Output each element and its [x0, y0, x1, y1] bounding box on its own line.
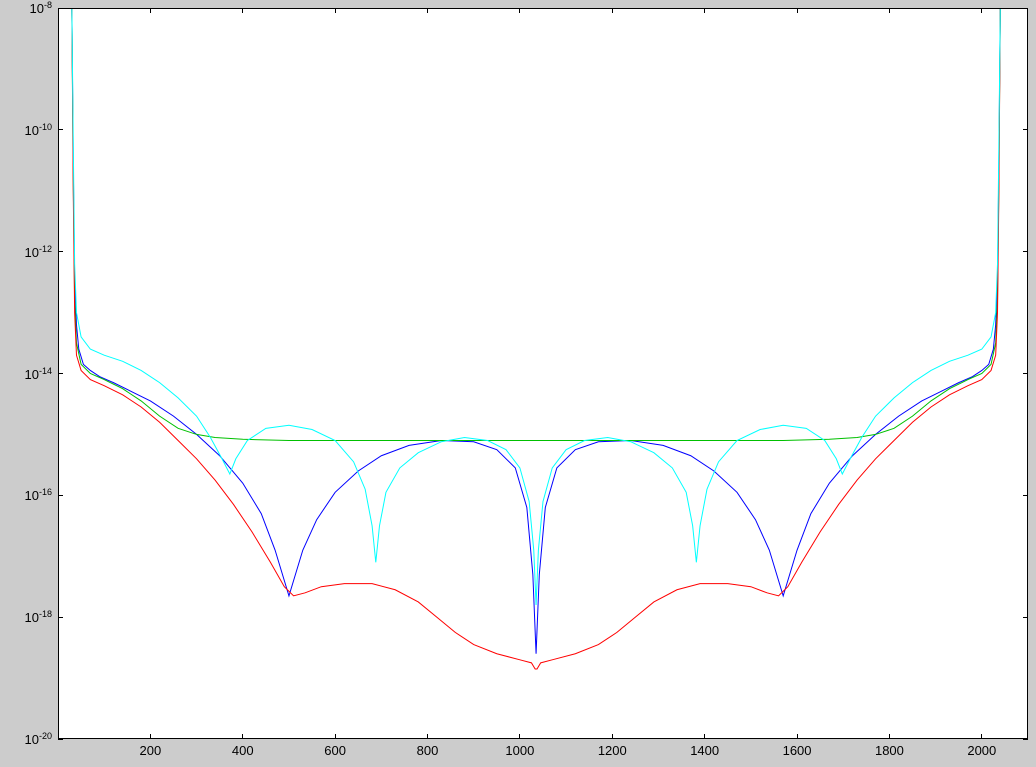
figure: 10-20 10-18 10-16 10-14 10-12 10-10 10-8 200 400… — [0, 0, 1036, 767]
y-tick-mark — [1023, 373, 1028, 374]
x-tick-mark — [427, 8, 428, 13]
x-tick-mark — [335, 8, 336, 13]
x-tick-label: 1200 — [598, 739, 627, 758]
x-tick-mark — [889, 8, 890, 13]
x-tick-label: 2000 — [967, 739, 996, 758]
series-cyan — [72, 8, 1000, 605]
x-tick-label: 1600 — [783, 739, 812, 758]
y-tick-mark — [58, 129, 63, 130]
x-tick-mark — [519, 8, 520, 13]
axes: 10-2010-1810-1610-1410-1210-1010-8200400… — [58, 8, 1028, 739]
y-tick-mark — [58, 8, 63, 9]
series-green — [72, 8, 1000, 441]
x-tick-label: 800 — [417, 739, 439, 758]
x-tick-mark — [242, 8, 243, 13]
x-tick-label: 200 — [140, 739, 162, 758]
x-tick-mark — [981, 8, 982, 13]
y-tick-mark — [1023, 739, 1028, 740]
x-tick-mark — [797, 8, 798, 13]
x-tick-mark — [150, 8, 151, 13]
y-tick-mark — [58, 251, 63, 252]
x-tick-mark — [704, 8, 705, 13]
series-blue — [72, 8, 1000, 654]
y-tick-mark — [1023, 495, 1028, 496]
x-tick-label: 600 — [324, 739, 346, 758]
y-tick-mark — [1023, 617, 1028, 618]
y-tick-label: 10-12 — [25, 243, 58, 259]
y-tick-mark — [1023, 129, 1028, 130]
y-tick-mark — [1023, 8, 1028, 9]
y-tick-label: 10-8 — [30, 0, 58, 16]
x-tick-label: 1800 — [875, 739, 904, 758]
y-tick-mark — [58, 739, 63, 740]
series-red — [72, 8, 1000, 669]
y-tick-label: 10-10 — [25, 122, 58, 138]
y-tick-mark — [58, 373, 63, 374]
x-tick-label: 400 — [232, 739, 254, 758]
x-tick-label: 1400 — [690, 739, 719, 758]
plot-canvas — [58, 8, 1028, 739]
y-tick-mark — [58, 495, 63, 496]
y-tick-label: 10-20 — [25, 731, 58, 747]
y-tick-label: 10-16 — [25, 487, 58, 503]
y-tick-label: 10-14 — [25, 365, 58, 381]
y-tick-mark — [58, 617, 63, 618]
x-tick-mark — [612, 8, 613, 13]
x-tick-label: 1000 — [505, 739, 534, 758]
y-tick-mark — [1023, 251, 1028, 252]
y-tick-label: 10-18 — [25, 609, 58, 625]
